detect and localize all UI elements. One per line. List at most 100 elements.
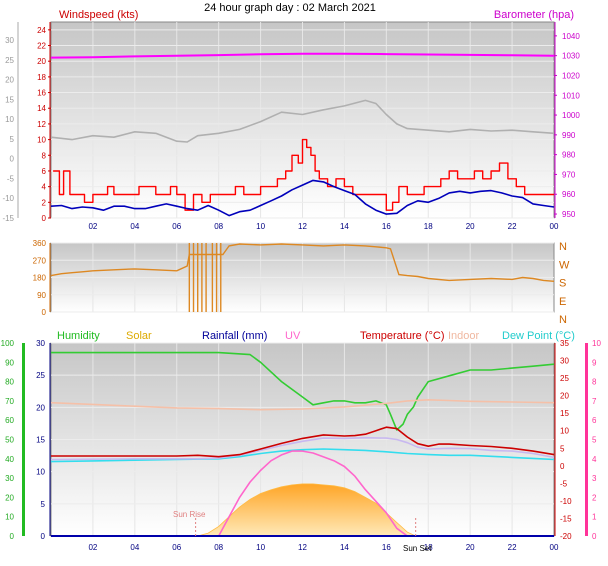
direction-tick-label: 270 xyxy=(33,256,47,265)
series-average-windspeed xyxy=(50,179,555,217)
humidity-tick-label: 90 xyxy=(5,358,14,367)
rainfall-tick-label: 15 xyxy=(36,436,45,445)
windspeed-tick-label: 20 xyxy=(37,57,46,66)
direction-tick-label: 90 xyxy=(37,291,46,300)
humidity-tick-label: 100 xyxy=(1,339,15,348)
series-barometer-hpa- xyxy=(50,52,555,59)
barometer-tick-label: 950 xyxy=(562,210,576,219)
uv-tick-label: 10 xyxy=(592,339,601,348)
temperature-tick-label: -10 xyxy=(560,497,572,506)
rainfall-tick-label: 20 xyxy=(36,403,45,412)
x-tick-label: 14 xyxy=(340,543,349,552)
humidity-tick-label: 50 xyxy=(5,436,14,445)
x-tick-label: 08 xyxy=(214,543,223,552)
uv-tick-label: 8 xyxy=(592,378,597,387)
x-tick-label: 16 xyxy=(382,222,391,231)
sun-rise-label: Sun Rise xyxy=(173,510,206,519)
compass-label: N xyxy=(559,314,567,326)
x-tick-label: 06 xyxy=(172,222,181,231)
series-indoor xyxy=(50,399,555,411)
x-tick-label: 06 xyxy=(172,543,181,552)
legend-rainfall: Rainfall (mm) xyxy=(202,330,267,342)
x-tick-label: 18 xyxy=(424,222,433,231)
uv-tick-label: 5 xyxy=(592,436,597,445)
humidity-tick-label: 40 xyxy=(5,455,14,464)
x-tick-label: 10 xyxy=(256,543,265,552)
uv-tick-label: 3 xyxy=(592,474,597,483)
series-temperature-light xyxy=(50,436,555,461)
windspeed-tick-label: 4 xyxy=(42,183,47,192)
series-humidity xyxy=(51,351,555,431)
humidity-axis-bar xyxy=(22,343,25,536)
rainfall-tick-label: 0 xyxy=(41,532,46,541)
windspeed-tick-label: 14 xyxy=(37,104,46,113)
outer-temp-tick-label: 15 xyxy=(5,95,14,104)
outer-temp-tick-label: 5 xyxy=(10,135,15,144)
barometer-tick-label: 960 xyxy=(562,190,576,199)
temperature-tick-label: 15 xyxy=(560,409,569,418)
legend-solar: Solar xyxy=(126,330,152,342)
windspeed-tick-label: 12 xyxy=(37,120,46,129)
x-tick-label: 14 xyxy=(340,222,349,231)
temperature-tick-label: 10 xyxy=(560,427,569,436)
x-tick-label: 20 xyxy=(466,222,475,231)
series-temperature-c xyxy=(51,426,555,458)
legend-temperature: Temperature (°C) xyxy=(360,330,444,342)
uv-tick-label: 0 xyxy=(592,532,597,541)
windspeed-tick-label: 0 xyxy=(42,214,47,223)
windspeed-tick-label: 22 xyxy=(37,42,46,51)
uv-tick-label: 7 xyxy=(592,397,597,406)
windspeed-tick-label: 6 xyxy=(42,167,47,176)
series-uv xyxy=(201,450,408,537)
humidity-tick-label: 10 xyxy=(5,513,14,522)
outer-temp-tick-label: -10 xyxy=(2,194,14,203)
sun-set-label: Sun Set xyxy=(403,544,432,553)
outer-temp-tick-label: 30 xyxy=(5,36,14,45)
windspeed-tick-label: 10 xyxy=(37,136,46,145)
rainfall-tick-label: 30 xyxy=(36,339,45,348)
x-tick-label: 10 xyxy=(256,222,265,231)
outer-temp-tick-label: -5 xyxy=(7,174,15,183)
humidity-tick-label: 70 xyxy=(5,397,14,406)
x-tick-label: 00 xyxy=(550,543,559,552)
barometer-tick-label: 970 xyxy=(562,170,576,179)
temperature-tick-label: -5 xyxy=(560,479,568,488)
direction-tick-label: 180 xyxy=(33,274,47,283)
direction-tick-label: 0 xyxy=(42,308,47,317)
outer-temp-tick-label: 0 xyxy=(10,155,15,164)
x-tick-label: 22 xyxy=(508,222,517,231)
x-tick-label: 02 xyxy=(88,543,97,552)
barometer-tick-label: 990 xyxy=(562,131,576,140)
rainfall-tick-label: 5 xyxy=(41,500,46,509)
humidity-tick-label: 80 xyxy=(5,378,14,387)
barometer-tick-label: 1000 xyxy=(562,111,580,120)
humidity-tick-label: 30 xyxy=(5,474,14,483)
x-tick-label: 04 xyxy=(130,222,139,231)
x-tick-label: 18 xyxy=(424,543,433,552)
legend-humidity: Humidity xyxy=(57,330,100,342)
barometer-tick-label: 1030 xyxy=(562,52,580,61)
uv-axis-bar xyxy=(585,343,588,536)
windspeed-tick-label: 2 xyxy=(42,198,47,207)
windspeed-tick-label: 8 xyxy=(42,151,47,160)
uv-tick-label: 2 xyxy=(592,493,597,502)
x-tick-label: 20 xyxy=(466,543,475,552)
temperature-tick-label: -15 xyxy=(560,514,572,523)
compass-label: E xyxy=(559,296,566,308)
rainfall-tick-label: 25 xyxy=(36,371,45,380)
temperature-tick-label: 5 xyxy=(560,444,565,453)
humidity-tick-label: 20 xyxy=(5,493,14,502)
temperature-tick-label: 35 xyxy=(560,339,569,348)
x-tick-label: 02 xyxy=(88,222,97,231)
temperature-tick-label: 20 xyxy=(560,392,569,401)
outer-temp-tick-label: 25 xyxy=(5,56,14,65)
windspeed-tick-label: 24 xyxy=(37,26,46,35)
temperature-tick-label: 25 xyxy=(560,374,569,383)
x-tick-label: 16 xyxy=(382,543,391,552)
outer-temp-tick-label: -15 xyxy=(2,214,14,223)
x-tick-label: 00 xyxy=(550,222,559,231)
humidity-tick-label: 0 xyxy=(10,532,15,541)
uv-tick-label: 1 xyxy=(592,513,597,522)
